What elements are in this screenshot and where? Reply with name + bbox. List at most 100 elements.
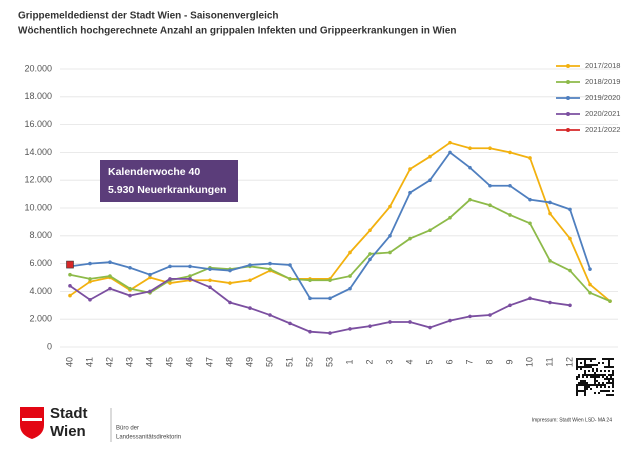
qr-cell <box>606 394 608 396</box>
point <box>448 150 452 155</box>
qr-cell <box>612 358 614 360</box>
point <box>608 299 612 303</box>
qr-cell <box>598 382 600 384</box>
point <box>248 263 252 267</box>
point <box>448 140 452 145</box>
point <box>568 236 572 241</box>
qr-cell <box>586 388 588 390</box>
point <box>388 250 392 255</box>
qr-cell <box>612 384 614 386</box>
point <box>168 264 172 269</box>
point <box>128 265 132 270</box>
point <box>368 257 372 262</box>
qr-cell <box>612 366 614 368</box>
qr-cell <box>594 376 596 378</box>
qr-cell <box>594 380 596 382</box>
qr-cell <box>602 374 604 376</box>
qr-cell <box>596 386 598 388</box>
qr-cell <box>592 358 594 360</box>
qr-cell <box>594 384 596 386</box>
point <box>288 321 292 326</box>
qr-cell <box>596 370 598 372</box>
qr-cell <box>612 378 614 380</box>
point <box>588 290 592 295</box>
point <box>528 296 532 301</box>
series-line <box>69 277 571 335</box>
point <box>228 281 232 285</box>
qr-cell <box>586 386 588 388</box>
point <box>168 281 172 285</box>
point <box>428 178 432 182</box>
qr-cell <box>586 358 588 360</box>
qr-cell <box>612 390 614 392</box>
qr-cell <box>592 370 594 372</box>
y-tick-label: 10.000 <box>24 202 52 212</box>
y-tick-label: 0 <box>47 341 52 351</box>
qr-cell <box>588 374 590 376</box>
point <box>428 154 432 159</box>
qr-cell <box>590 376 592 378</box>
y-tick-label: 8.000 <box>29 230 52 240</box>
qr-cell <box>578 384 580 386</box>
point <box>448 215 452 220</box>
qr-cell <box>594 374 596 376</box>
qr-cell <box>586 376 588 378</box>
qr-cell <box>584 394 586 396</box>
qr-cell <box>604 370 606 372</box>
point <box>348 250 352 255</box>
qr-cell <box>576 388 578 390</box>
point <box>408 236 412 241</box>
point <box>428 325 432 330</box>
qr-cell <box>590 364 592 366</box>
qr-cell <box>606 376 608 378</box>
point <box>228 300 232 305</box>
qr-cell <box>610 366 612 368</box>
point <box>228 268 232 273</box>
qr-cell <box>586 374 588 376</box>
point <box>508 150 512 155</box>
qr-cell <box>604 378 606 380</box>
y-tick-label: 12.000 <box>24 175 52 185</box>
qr-cell <box>592 374 594 376</box>
point <box>508 183 512 188</box>
qr-cell <box>600 384 602 386</box>
qr-cell <box>576 392 578 394</box>
qr-cell <box>582 376 584 378</box>
qr-cell <box>590 388 592 390</box>
qr-cell <box>584 390 586 392</box>
legend-marker <box>566 128 570 132</box>
qr-cell <box>584 380 586 382</box>
point <box>348 274 352 278</box>
x-tick-label: 46 <box>184 357 194 367</box>
qr-cell <box>588 358 590 360</box>
qr-cell <box>596 380 598 382</box>
x-tick-label: 11 <box>544 357 554 366</box>
qr-cell <box>582 366 584 368</box>
qr-cell <box>592 384 594 386</box>
qr-cell <box>596 384 598 386</box>
qr-cell <box>602 384 604 386</box>
x-tick-label: 10 <box>524 357 534 367</box>
qr-cell <box>600 386 602 388</box>
qr-cell <box>608 370 610 372</box>
qr-cell <box>600 370 602 372</box>
point <box>88 277 92 281</box>
y-tick-label: 4.000 <box>29 286 52 296</box>
x-tick-label: 50 <box>264 357 274 367</box>
qr-cell <box>608 374 610 376</box>
x-tick-label: 4 <box>404 359 414 364</box>
point <box>408 190 412 195</box>
qr-cell <box>592 368 594 370</box>
annotation-box <box>100 160 238 202</box>
point <box>148 275 152 280</box>
qr-cell <box>592 364 594 366</box>
qr-cell <box>612 374 614 376</box>
point <box>568 303 572 308</box>
qr-cell <box>582 382 584 384</box>
y-tick-label: 2.000 <box>29 314 52 324</box>
qr-cell <box>608 380 610 382</box>
y-tick-label: 18.000 <box>24 91 52 101</box>
chart-subtitle: Wöchentlich hochgerechnete Anzahl an gri… <box>18 26 456 37</box>
qr-cell <box>590 366 592 368</box>
qr-cell <box>598 376 600 378</box>
